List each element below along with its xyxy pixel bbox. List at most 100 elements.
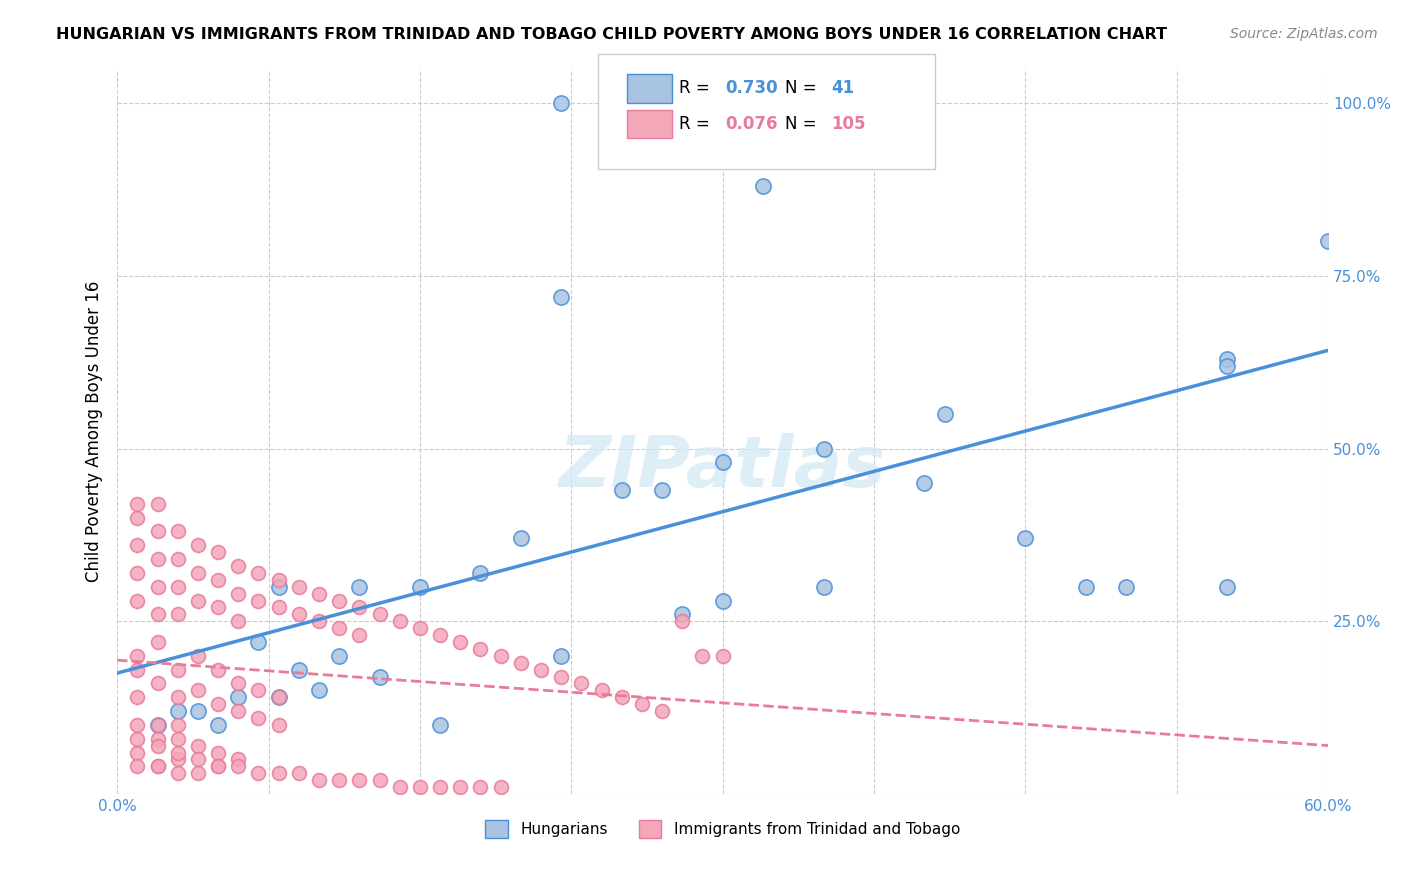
Point: [207, 545, 229, 559]
Point: [429, 628, 451, 642]
Point: [368, 607, 391, 622]
Point: [288, 607, 311, 622]
Point: [146, 759, 169, 773]
Point: [267, 573, 290, 587]
Text: 41: 41: [831, 79, 853, 97]
Point: [368, 669, 391, 683]
Point: [470, 780, 492, 794]
Point: [226, 676, 249, 690]
Point: [166, 524, 188, 539]
Point: [449, 635, 471, 649]
Point: [267, 600, 290, 615]
Point: [1216, 351, 1239, 366]
Point: [813, 580, 835, 594]
Point: [187, 566, 209, 580]
Point: [1216, 580, 1239, 594]
Point: [349, 628, 371, 642]
Point: [226, 587, 249, 601]
Point: [550, 96, 572, 111]
Point: [127, 538, 149, 552]
Point: [247, 593, 270, 607]
Point: [127, 593, 149, 607]
Point: [388, 614, 411, 628]
Text: R =: R =: [679, 79, 716, 97]
Point: [207, 746, 229, 760]
Point: [247, 683, 270, 698]
Point: [207, 600, 229, 615]
Point: [328, 773, 350, 788]
Point: [207, 697, 229, 711]
Point: [187, 538, 209, 552]
Text: Source: ZipAtlas.com: Source: ZipAtlas.com: [1230, 27, 1378, 41]
Point: [610, 690, 633, 705]
Point: [429, 718, 451, 732]
Point: [146, 580, 169, 594]
Point: [166, 731, 188, 746]
Point: [166, 718, 188, 732]
Point: [207, 718, 229, 732]
Point: [166, 746, 188, 760]
Point: [267, 690, 290, 705]
Point: [127, 759, 149, 773]
Point: [146, 607, 169, 622]
Point: [349, 773, 371, 788]
Point: [470, 641, 492, 656]
Point: [146, 497, 169, 511]
Point: [166, 690, 188, 705]
Point: [187, 739, 209, 753]
Point: [288, 580, 311, 594]
Point: [1317, 234, 1340, 248]
Point: [671, 607, 693, 622]
Text: ZIPatlas: ZIPatlas: [560, 433, 886, 502]
Point: [127, 718, 149, 732]
Point: [449, 780, 471, 794]
Point: [187, 766, 209, 780]
Point: [127, 497, 149, 511]
Point: [1014, 532, 1036, 546]
Point: [226, 752, 249, 766]
Point: [610, 483, 633, 497]
Point: [550, 669, 572, 683]
Point: [1074, 580, 1097, 594]
Point: [934, 407, 956, 421]
Text: 0.730: 0.730: [725, 79, 778, 97]
Point: [146, 676, 169, 690]
Point: [187, 648, 209, 663]
Point: [591, 683, 613, 698]
Point: [166, 663, 188, 677]
Point: [146, 759, 169, 773]
Point: [146, 718, 169, 732]
Point: [166, 552, 188, 566]
Point: [146, 718, 169, 732]
Point: [631, 697, 654, 711]
Point: [226, 704, 249, 718]
Point: [187, 683, 209, 698]
Point: [226, 614, 249, 628]
Point: [1115, 580, 1137, 594]
Text: N =: N =: [785, 115, 821, 133]
Point: [207, 759, 229, 773]
Point: [550, 289, 572, 303]
Point: [127, 648, 149, 663]
Point: [328, 593, 350, 607]
Point: [207, 663, 229, 677]
Point: [247, 766, 270, 780]
Point: [127, 746, 149, 760]
Point: [813, 442, 835, 456]
Point: [288, 766, 311, 780]
Point: [207, 573, 229, 587]
Point: [187, 704, 209, 718]
Point: [349, 580, 371, 594]
Point: [127, 731, 149, 746]
Point: [146, 552, 169, 566]
Point: [308, 587, 330, 601]
Point: [388, 780, 411, 794]
Point: [166, 580, 188, 594]
Point: [267, 580, 290, 594]
Point: [288, 663, 311, 677]
Point: [530, 663, 553, 677]
Point: [349, 600, 371, 615]
Point: [914, 476, 936, 491]
Text: HUNGARIAN VS IMMIGRANTS FROM TRINIDAD AND TOBAGO CHILD POVERTY AMONG BOYS UNDER : HUNGARIAN VS IMMIGRANTS FROM TRINIDAD AN…: [56, 27, 1167, 42]
Point: [127, 663, 149, 677]
